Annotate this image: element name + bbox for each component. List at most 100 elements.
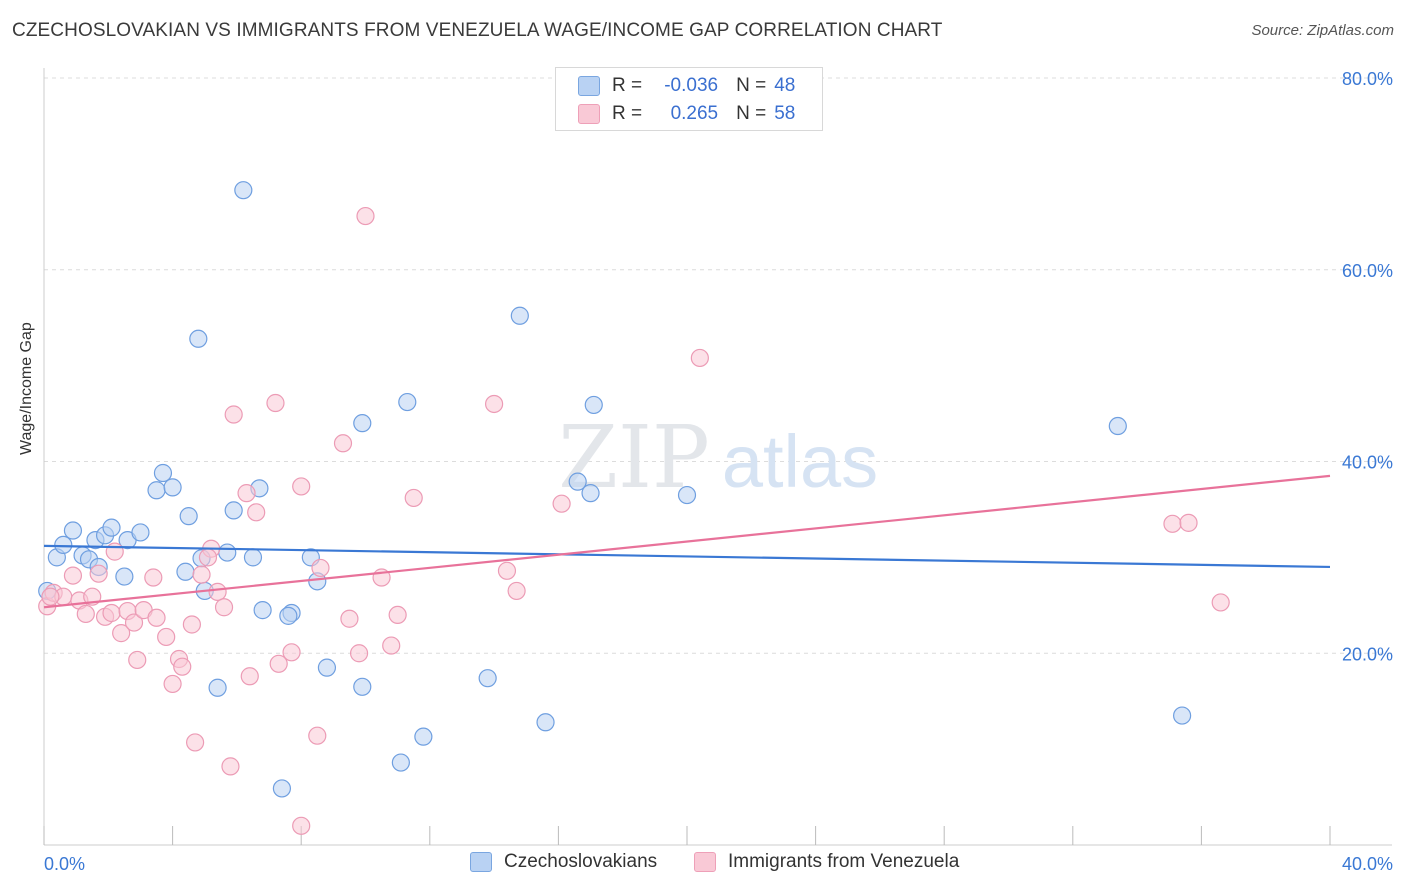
czechoslovakian-point (1108, 416, 1127, 436)
stats-legend: R = -0.036 N = 48 R = 0.265 N = 58 (555, 67, 823, 131)
venezuela-point (128, 650, 147, 670)
venezuela-point (552, 494, 571, 513)
venezuela-point (340, 609, 359, 628)
czechoslovakian-point (272, 779, 292, 798)
czechoslovakian-point (243, 548, 263, 567)
y-axis-title: Wage/Income Gap (18, 322, 35, 455)
bottom-legend-label: Czechoslovakians (504, 851, 658, 872)
source-label: Source: ZipAtlas.com (1251, 22, 1394, 39)
czechoslovakian-point (115, 567, 134, 586)
r-label: R = (612, 103, 643, 124)
venezuela-point (105, 542, 124, 561)
y-tick-label: 20.0% (1342, 644, 1393, 664)
venezuela-point (292, 816, 311, 835)
venezuela-point (240, 667, 259, 686)
czechoslovakian-point (414, 727, 433, 746)
venezuela-point (497, 561, 517, 580)
x-tick-label: 0.0% (44, 854, 85, 874)
venezuela-trend-line (43, 474, 1331, 609)
czechoslovakian-point (478, 669, 497, 688)
y-tick-label: 60.0% (1342, 261, 1393, 281)
venezuela-point (237, 484, 256, 503)
venezuela-point (89, 564, 108, 583)
venezuela-point (208, 582, 227, 601)
czechoslovakian-point (224, 501, 243, 520)
venezuela-point (311, 558, 330, 578)
n-value: 58 (774, 103, 796, 124)
venezuela-point (349, 644, 369, 663)
venezuela-point (102, 603, 121, 623)
n-label: N = (736, 75, 767, 96)
venezuela-point (182, 615, 201, 634)
czechoslovakian-point (581, 484, 600, 503)
czechoslovakian-point (234, 181, 253, 200)
venezuela-point (112, 624, 131, 643)
czechoslovakian-point (391, 753, 410, 772)
czechoslovakian-point (54, 535, 73, 555)
n-value: 48 (774, 75, 796, 96)
czechoslovakian-point (163, 478, 182, 497)
czechoslovakian-point (131, 523, 150, 542)
venezuela-point (247, 503, 266, 522)
venezuela-point (186, 733, 205, 752)
czechoslovakian-point (398, 392, 417, 412)
bottom-legend-czechoslovakians[interactable]: Czechoslovakians (470, 851, 657, 873)
legend-row-venezuela: R = 0.265 N = 58 (578, 100, 795, 128)
czechoslovakian-point (63, 521, 83, 540)
r-label: R = (612, 75, 643, 96)
czechoslovakian-point (208, 678, 227, 697)
venezuela-point (1163, 514, 1182, 533)
venezuela-point (157, 627, 176, 647)
venezuela-point (1211, 593, 1230, 612)
r-value: -0.036 (664, 75, 719, 96)
venezuela-point (173, 657, 192, 676)
czechoslovakian-point (279, 606, 298, 625)
venezuela-point (198, 548, 218, 567)
czechoslovakian-point (153, 463, 173, 483)
czechoslovakian-trend-line (43, 544, 1331, 569)
venezuela-point (404, 488, 423, 508)
czechoslovakian-point (584, 395, 603, 415)
czechoslovakian-point (218, 543, 237, 562)
czechoslovakian-point (510, 306, 529, 325)
czechoslovakian-point (176, 562, 195, 581)
venezuela-point (507, 581, 526, 601)
y-tick-label: 80.0% (1342, 69, 1393, 89)
blue-swatch-icon (470, 852, 492, 872)
legend-row-czechoslovakians: R = -0.036 N = 48 (578, 72, 795, 100)
venezuela-point (144, 568, 163, 587)
venezuela-point (41, 587, 60, 606)
bottom-legend-venezuela[interactable]: Immigrants from Venezuela (694, 851, 959, 873)
czechoslovakian-point (1173, 706, 1192, 725)
venezuela-point (163, 674, 182, 694)
venezuela-point (192, 565, 211, 584)
czechoslovakian-point (179, 507, 198, 526)
grid-lines (44, 77, 1392, 654)
czechoslovakian-point (353, 677, 372, 696)
venezuela-point (690, 348, 709, 368)
venezuela-point (282, 643, 301, 662)
czechoslovakian-point (317, 658, 337, 677)
venezuela-point (224, 405, 243, 424)
venezuela-point (485, 394, 504, 414)
czechoslovakian-point (102, 518, 121, 537)
watermark: ZIP atlas (558, 408, 878, 508)
czechoslovakian-point (189, 329, 208, 348)
czechoslovakian-point (353, 414, 372, 433)
venezuela-point (266, 393, 285, 413)
y-tick-label: 40.0% (1342, 453, 1393, 473)
venezuela-point (356, 206, 375, 226)
venezuela-point (388, 605, 407, 625)
venezuela-point (147, 608, 166, 627)
czechoslovakian-point (147, 481, 166, 500)
bottom-legend-label: Immigrants from Venezuela (728, 851, 960, 872)
venezuela-point (63, 566, 83, 585)
pink-swatch-icon (694, 852, 716, 872)
chart-title: CZECHOSLOVAKIAN VS IMMIGRANTS FROM VENEZ… (12, 20, 943, 41)
venezuela-point (124, 613, 144, 632)
czechoslovakian-point (536, 713, 555, 732)
venezuela-point (333, 434, 353, 453)
watermark-atlas: atlas (722, 420, 878, 503)
czechoslovakian-point (568, 472, 587, 491)
